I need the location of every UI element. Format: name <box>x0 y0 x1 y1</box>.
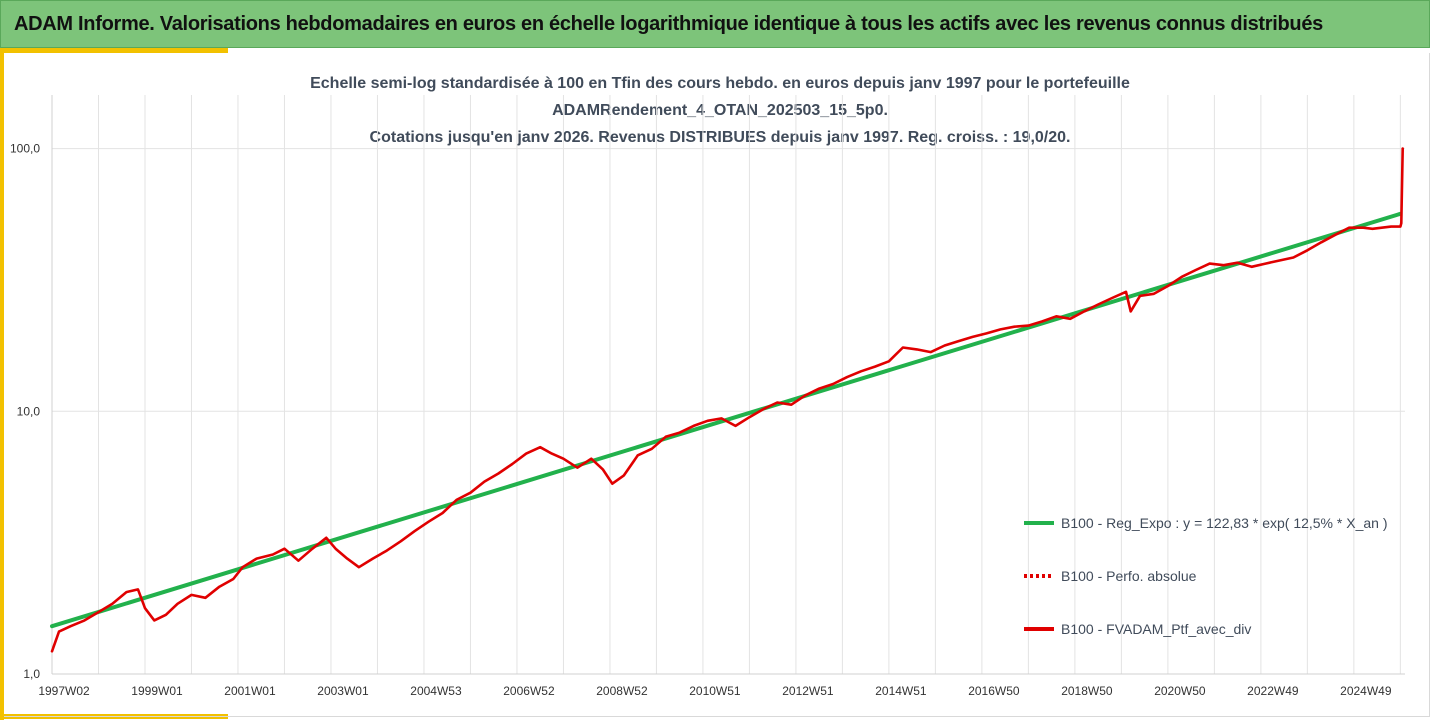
chart-title-line-1: Echelle semi-log standardisée à 100 en T… <box>310 75 1130 92</box>
series-line-3 <box>50 147 1404 653</box>
x-tick-label: 2014W51 <box>875 684 927 698</box>
x-tick-label: 2016W50 <box>968 684 1020 698</box>
legend-label-2: B100 - Perfo. absolue <box>1061 568 1197 584</box>
x-tick-label: 2020W50 <box>1154 684 1206 698</box>
y-tick-label: 1,0 <box>23 667 40 681</box>
x-axis-ticks: 1997W02 1999W01 2001W01 2003W01 2004W53 2006W… <box>38 684 1392 698</box>
x-tick-label: 2008W52 <box>596 684 648 698</box>
x-tick-label: 2022W49 <box>1247 684 1299 698</box>
x-tick-label: 2010W51 <box>689 684 741 698</box>
y-tick-label: 100,0 <box>10 142 40 156</box>
page-title: ADAM Informe. Valorisations hebdomadaire… <box>14 13 1323 35</box>
accent-bar-top <box>0 48 228 53</box>
x-tick-label: 2006W52 <box>503 684 555 698</box>
x-tick-label: 2003W01 <box>317 684 369 698</box>
legend-label-3: B100 - FVADAM_Ptf_avec_div <box>1061 621 1251 637</box>
x-tick-label: 1997W02 <box>38 684 90 698</box>
chart-grid <box>51 95 1405 675</box>
accent-bar-left <box>0 48 4 720</box>
chart-title-line-2: ADAMRendement_4_OTAN_202503_15_5p0. <box>552 102 888 119</box>
chart-series <box>50 147 1404 653</box>
x-tick-label: 2001W01 <box>224 684 276 698</box>
x-tick-label: 1999W01 <box>131 684 183 698</box>
chart-title-line-3: Cotations jusqu'en janv 2026. Revenus DI… <box>369 129 1071 146</box>
chart-legend: B100 - Reg_Expo : y = 122,83 * exp( 12,5… <box>1024 515 1387 637</box>
chart-title: Echelle semi-log standardisée à 100 en T… <box>220 70 1220 151</box>
legend-label-1: B100 - Reg_Expo : y = 122,83 * exp( 12,5… <box>1061 515 1387 531</box>
y-axis-ticks: 1,0 10,0 100,0 <box>10 142 40 681</box>
x-tick-label: 2012W51 <box>782 684 834 698</box>
header-banner: ADAM Informe. Valorisations hebdomadaire… <box>0 0 1430 48</box>
x-tick-label: 2024W49 <box>1340 684 1392 698</box>
x-tick-label: 2018W50 <box>1061 684 1113 698</box>
chart-frame <box>4 53 1430 717</box>
y-tick-label: 10,0 <box>17 404 41 418</box>
x-tick-label: 2004W53 <box>410 684 462 698</box>
